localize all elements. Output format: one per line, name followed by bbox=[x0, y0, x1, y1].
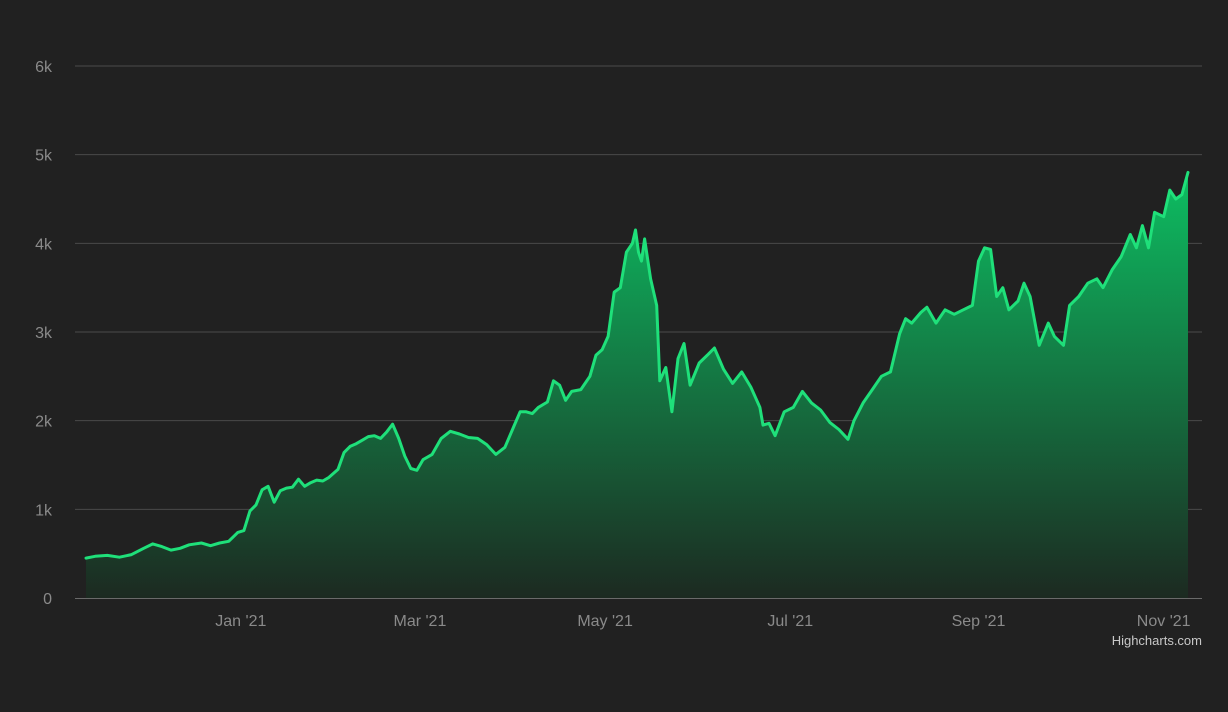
x-tick-label: Jan '21 bbox=[215, 613, 266, 630]
y-tick-label: 3k bbox=[35, 325, 53, 342]
y-tick-label: 6k bbox=[35, 59, 53, 76]
x-tick-label: May '21 bbox=[577, 613, 633, 630]
series-line bbox=[84, 170, 1190, 560]
y-tick-label: 0 bbox=[43, 591, 52, 608]
y-tick-label: 4k bbox=[35, 236, 53, 253]
x-tick-label: Mar '21 bbox=[393, 613, 446, 630]
series-area bbox=[86, 172, 1188, 598]
y-tick-label: 5k bbox=[35, 148, 53, 165]
highcharts-credits-link[interactable]: Highcharts.com bbox=[1112, 633, 1202, 648]
x-tick-label: Nov '21 bbox=[1137, 613, 1191, 630]
y-tick-label: 1k bbox=[35, 502, 53, 519]
x-tick-label: Jul '21 bbox=[767, 613, 813, 630]
y-tick-label: 2k bbox=[35, 414, 53, 431]
x-tick-label: Sep '21 bbox=[952, 613, 1006, 630]
x-axis-labels: Jan '21 Mar '21 May '21 Jul '21 Sep '21 Nov '… bbox=[215, 613, 1190, 630]
y-axis-labels: 0 1k 2k 3k 4k 5k 6k bbox=[35, 59, 53, 608]
